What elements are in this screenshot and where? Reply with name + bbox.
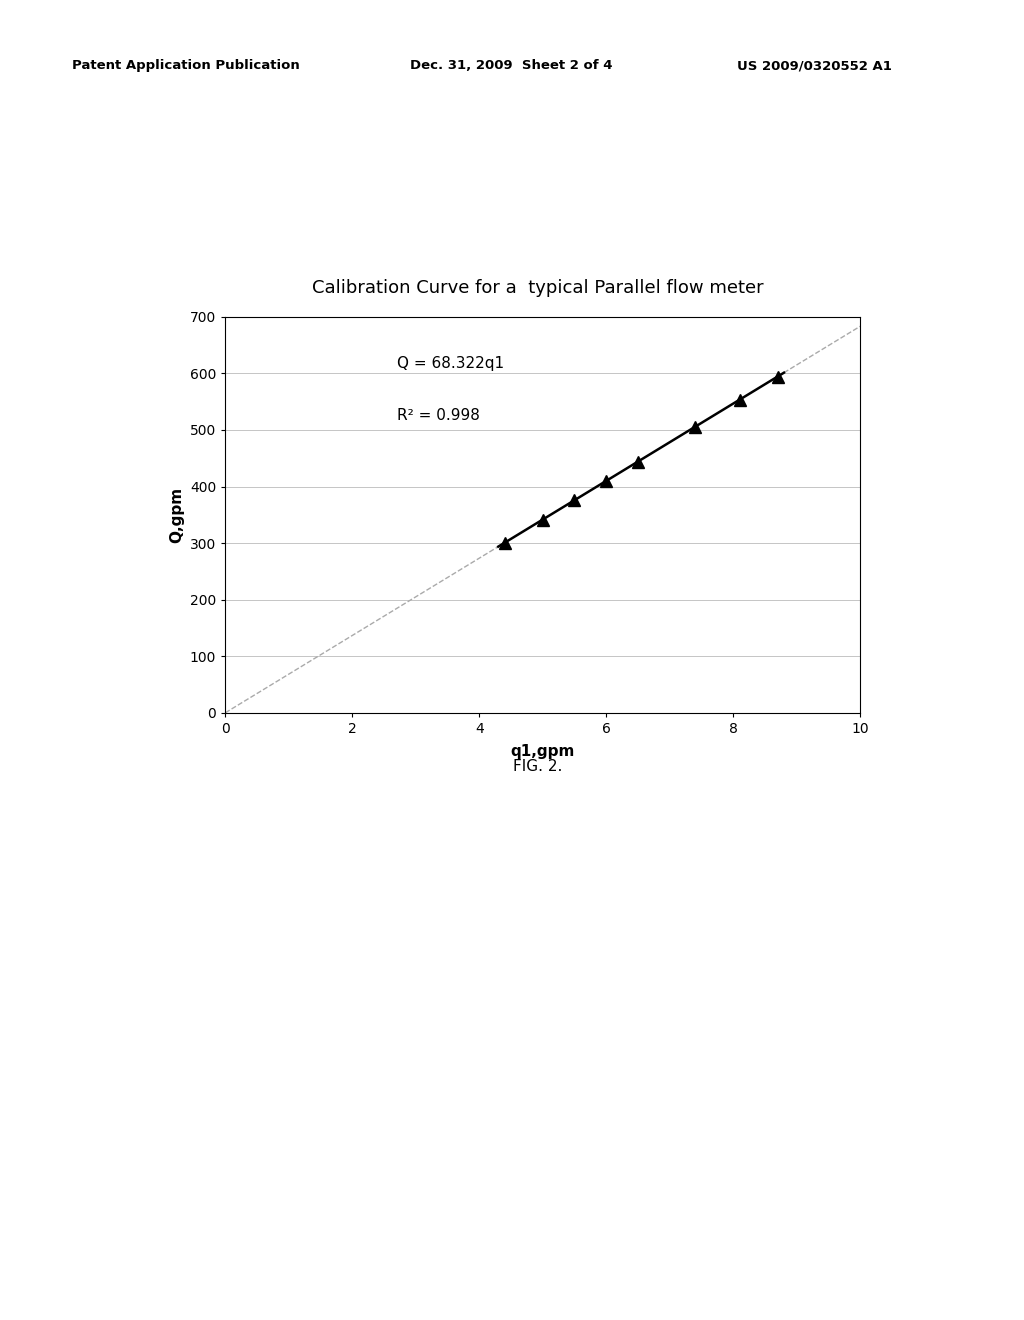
Text: US 2009/0320552 A1: US 2009/0320552 A1: [737, 59, 892, 73]
Text: Calibration Curve for a  typical Parallel flow meter: Calibration Curve for a typical Parallel…: [311, 279, 764, 297]
Text: R² = 0.998: R² = 0.998: [396, 408, 479, 422]
Text: FIG. 2.: FIG. 2.: [513, 759, 562, 774]
Text: Patent Application Publication: Patent Application Publication: [72, 59, 299, 73]
Text: Q = 68.322q1: Q = 68.322q1: [396, 356, 504, 371]
X-axis label: q1,gpm: q1,gpm: [511, 744, 574, 759]
Y-axis label: Q,gpm: Q,gpm: [169, 487, 184, 543]
Text: Dec. 31, 2009  Sheet 2 of 4: Dec. 31, 2009 Sheet 2 of 4: [410, 59, 612, 73]
